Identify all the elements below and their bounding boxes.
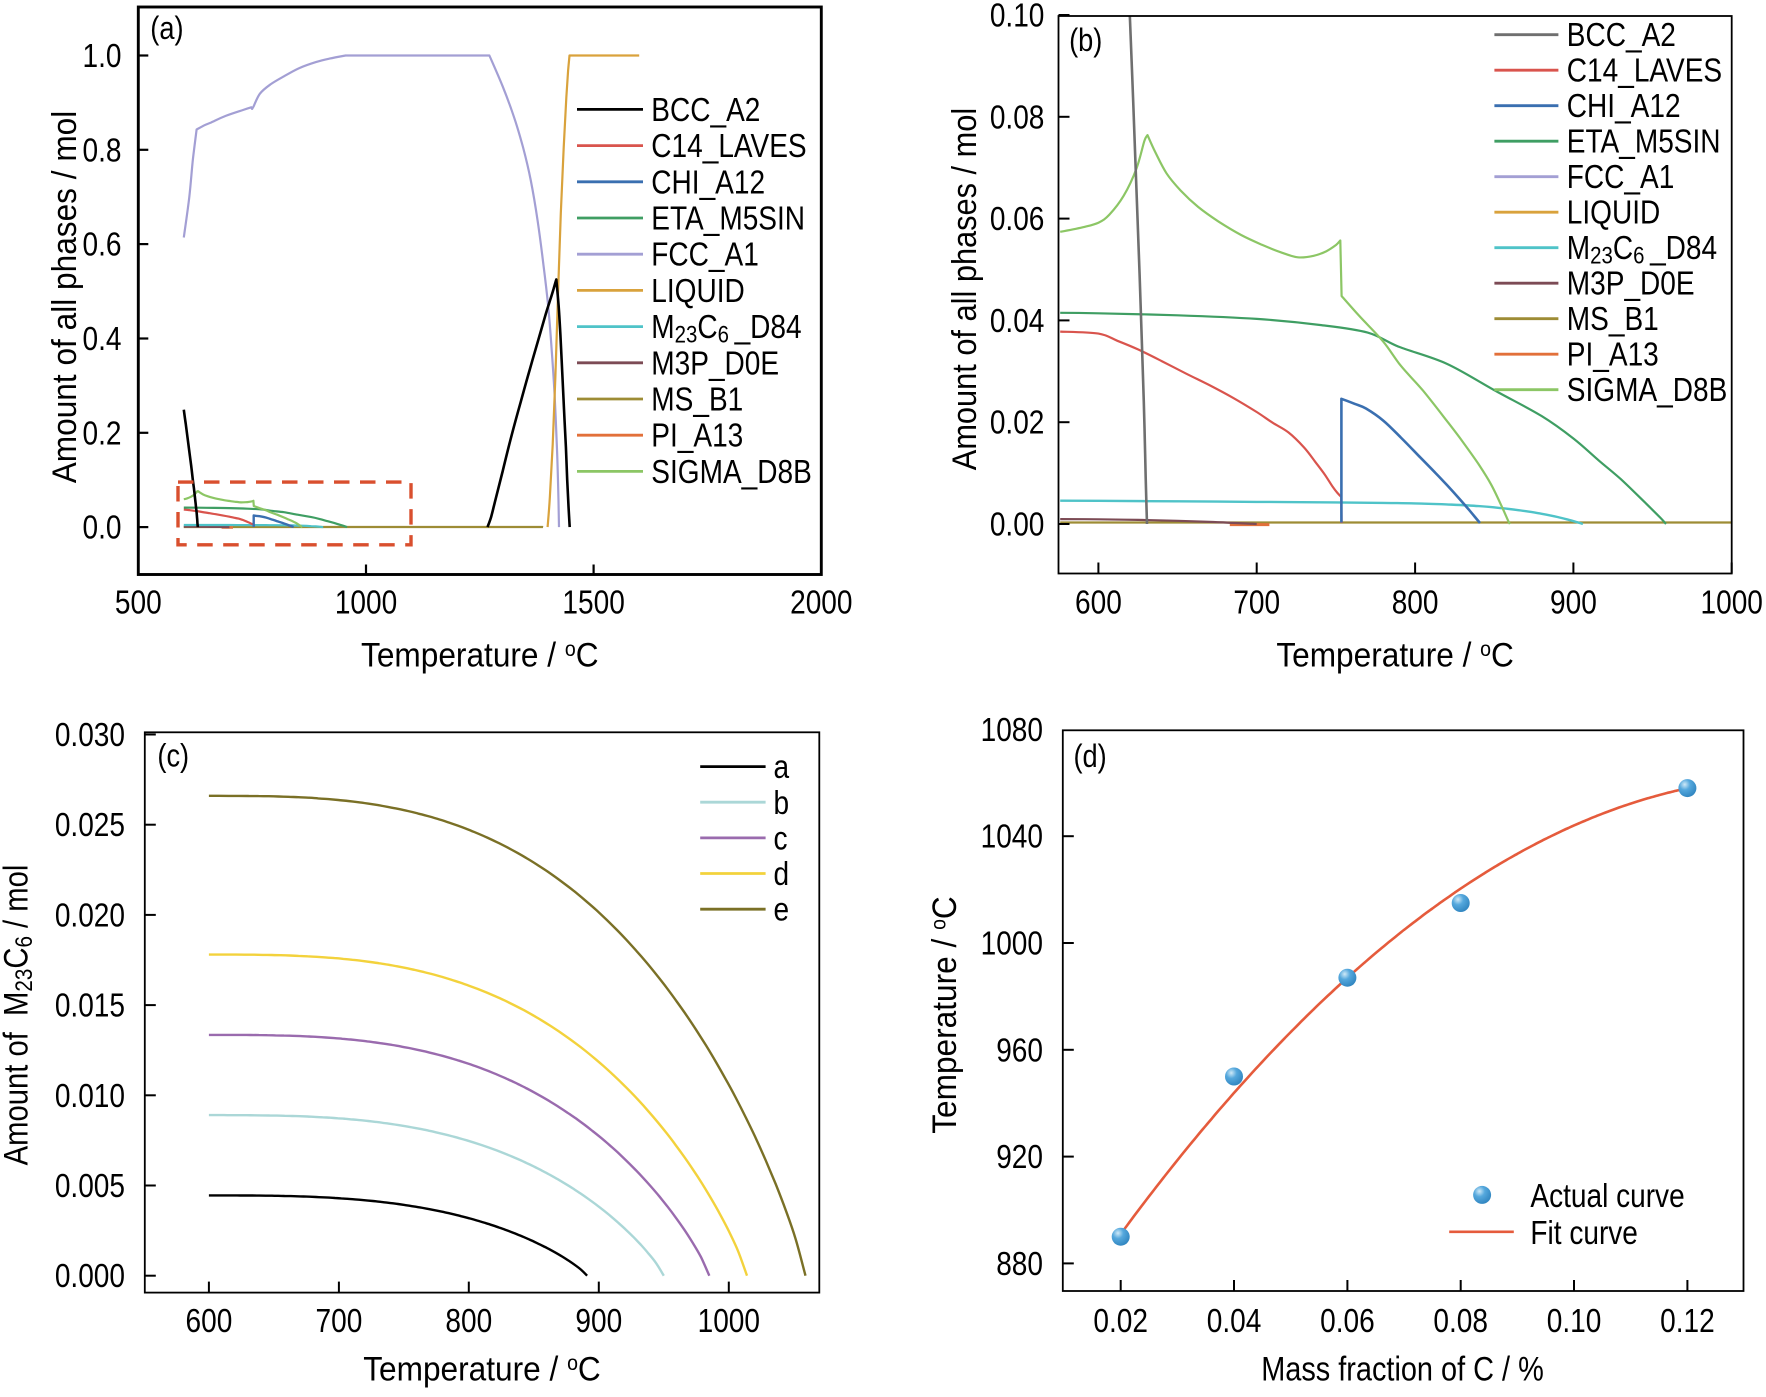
svg-text:Actual curve: Actual curve (1530, 1178, 1684, 1215)
svg-text:b: b (774, 785, 790, 822)
svg-text:600: 600 (186, 1303, 233, 1340)
svg-text:0.06: 0.06 (990, 201, 1045, 238)
svg-text:0.12: 0.12 (1660, 1303, 1715, 1340)
svg-text:1000: 1000 (1701, 584, 1763, 621)
svg-text:900: 900 (575, 1303, 622, 1340)
svg-text:FCC_A1: FCC_A1 (651, 237, 759, 274)
svg-text:0.010: 0.010 (55, 1078, 125, 1115)
svg-text:0.10: 0.10 (990, 0, 1045, 34)
svg-text:ETA_M5SIN: ETA_M5SIN (1567, 124, 1721, 161)
svg-text:a: a (774, 749, 790, 786)
svg-text:SIGMA_D8B: SIGMA_D8B (651, 454, 811, 491)
svg-text:0.08: 0.08 (1433, 1303, 1488, 1340)
svg-text:0.00: 0.00 (990, 506, 1045, 543)
svg-text:1040: 1040 (981, 819, 1043, 856)
svg-text:1000: 1000 (335, 584, 397, 621)
svg-text:880: 880 (996, 1246, 1043, 1283)
svg-text:Amount of all phases / mol: Amount of all phases / mol (45, 111, 83, 484)
svg-text:700: 700 (316, 1303, 363, 1340)
svg-text:Temperature / oC: Temperature / oC (925, 896, 963, 1134)
svg-text:920: 920 (996, 1139, 1043, 1176)
svg-text:1080: 1080 (981, 712, 1043, 749)
svg-text:Temperature / oC: Temperature / oC (1276, 636, 1514, 674)
svg-text:CHI_A12: CHI_A12 (651, 164, 765, 201)
svg-text:1000: 1000 (981, 925, 1043, 962)
svg-text:M3P_D0E: M3P_D0E (651, 345, 779, 382)
svg-text:0.005: 0.005 (55, 1168, 125, 1205)
svg-text:500: 500 (115, 584, 162, 621)
svg-text:0.02: 0.02 (1093, 1303, 1148, 1340)
svg-text:700: 700 (1233, 584, 1280, 621)
svg-text:Mass fraction of C / %: Mass fraction of C / % (1261, 1349, 1544, 1388)
svg-text:1500: 1500 (562, 584, 624, 621)
svg-text:(a): (a) (150, 11, 183, 47)
svg-text:0.04: 0.04 (990, 303, 1045, 340)
svg-text:Amount of all phases / mol: Amount of all phases / mol (946, 108, 984, 470)
svg-text:M3P_D0E: M3P_D0E (1567, 266, 1695, 303)
svg-text:0.06: 0.06 (1320, 1303, 1375, 1340)
svg-text:0.02: 0.02 (990, 405, 1045, 442)
svg-text:900: 900 (1550, 584, 1597, 621)
svg-text:0.8: 0.8 (83, 132, 122, 169)
svg-text:SIGMA_D8B: SIGMA_D8B (1567, 372, 1727, 409)
svg-text:LIQUID: LIQUID (1567, 195, 1660, 232)
svg-text:1.0: 1.0 (83, 38, 122, 75)
svg-text:Temperature / oC: Temperature / oC (363, 1349, 601, 1387)
svg-text:0.6: 0.6 (83, 227, 122, 264)
svg-text:0.015: 0.015 (55, 988, 125, 1025)
svg-text:MS_B1: MS_B1 (651, 381, 743, 418)
svg-text:0.4: 0.4 (83, 321, 122, 358)
svg-text:1000: 1000 (698, 1303, 760, 1340)
svg-text:800: 800 (445, 1303, 492, 1340)
svg-text:Amount of M23C6 / mol: Amount of M23C6 / mol (0, 865, 37, 1166)
svg-text:MS_B1: MS_B1 (1567, 301, 1659, 338)
svg-text:Temperature / oC: Temperature / oC (361, 636, 599, 674)
svg-text:BCC_A2: BCC_A2 (651, 92, 760, 129)
svg-text:c: c (774, 820, 788, 857)
svg-text:0.025: 0.025 (55, 807, 125, 844)
svg-text:e: e (774, 892, 790, 929)
svg-text:0.2: 0.2 (83, 415, 122, 452)
svg-text:(d): (d) (1074, 739, 1107, 775)
svg-text:0.08: 0.08 (990, 99, 1045, 136)
svg-text:BCC_A2: BCC_A2 (1567, 17, 1676, 54)
svg-text:0.030: 0.030 (55, 717, 125, 754)
svg-text:(c): (c) (157, 738, 189, 774)
svg-text:0.0: 0.0 (83, 510, 122, 547)
svg-text:600: 600 (1075, 584, 1122, 621)
svg-text:d: d (774, 856, 790, 893)
svg-text:0.000: 0.000 (55, 1258, 125, 1295)
svg-text:PI_A13: PI_A13 (1567, 337, 1659, 374)
svg-text:PI_A13: PI_A13 (651, 418, 743, 455)
svg-text:C14_LAVES: C14_LAVES (651, 128, 806, 165)
svg-text:960: 960 (996, 1032, 1043, 1069)
svg-text:CHI_A12: CHI_A12 (1567, 88, 1681, 125)
svg-text:0.020: 0.020 (55, 897, 125, 934)
svg-text:C14_LAVES: C14_LAVES (1567, 53, 1722, 90)
svg-text:LIQUID: LIQUID (651, 273, 744, 310)
svg-text:0.04: 0.04 (1207, 1303, 1262, 1340)
svg-text:Fit curve: Fit curve (1530, 1215, 1637, 1252)
svg-text:FCC_A1: FCC_A1 (1567, 159, 1675, 196)
svg-text:800: 800 (1392, 584, 1439, 621)
svg-text:ETA_M5SIN: ETA_M5SIN (651, 200, 805, 237)
svg-text:(b): (b) (1069, 23, 1102, 59)
svg-text:0.10: 0.10 (1547, 1303, 1602, 1340)
svg-text:2000: 2000 (790, 584, 852, 621)
